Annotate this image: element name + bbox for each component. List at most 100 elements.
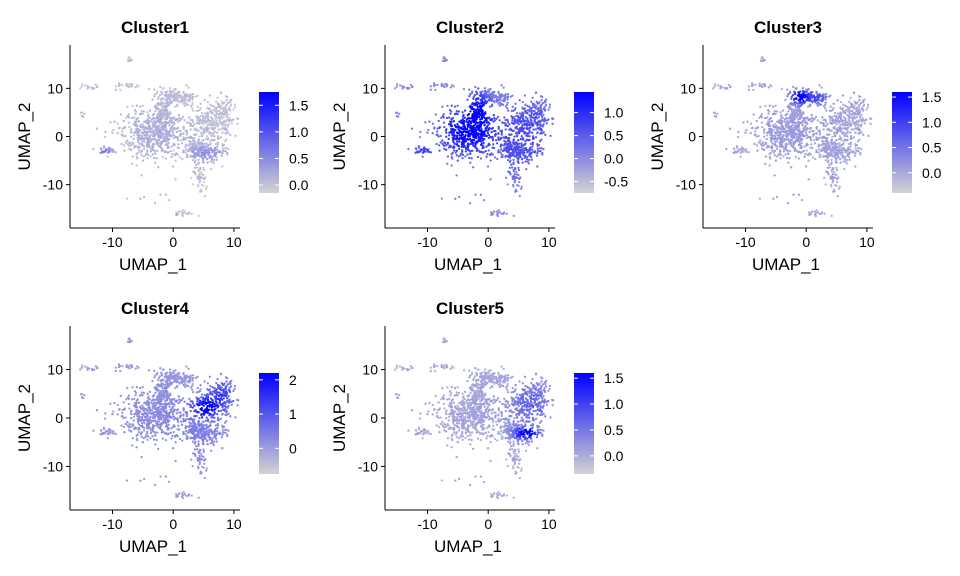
data-point <box>124 134 127 138</box>
data-point <box>454 151 457 154</box>
data-point <box>802 101 805 105</box>
data-point <box>222 120 225 123</box>
data-point <box>726 87 729 90</box>
data-point <box>92 147 95 151</box>
data-point <box>450 155 453 159</box>
data-point <box>452 149 456 152</box>
data-point <box>842 142 845 145</box>
data-point <box>515 173 519 176</box>
data-point <box>157 376 160 380</box>
data-point <box>795 149 798 152</box>
data-point <box>833 111 837 115</box>
data-point <box>158 112 162 115</box>
data-point <box>216 145 219 148</box>
data-point <box>832 147 835 150</box>
data-point <box>492 143 495 146</box>
data-point <box>538 147 542 150</box>
y-axis-label: UMAP_2 <box>15 102 34 170</box>
data-point <box>817 101 820 104</box>
data-point <box>844 112 847 115</box>
data-point <box>128 426 131 429</box>
data-point <box>494 133 497 136</box>
data-point <box>113 120 116 123</box>
data-point <box>801 130 804 133</box>
data-point <box>107 147 111 150</box>
data-point <box>128 364 131 367</box>
data-point <box>222 106 226 110</box>
data-point <box>200 189 203 193</box>
data-point <box>443 144 446 147</box>
data-point <box>846 158 849 162</box>
data-point <box>461 119 464 122</box>
data-point <box>183 119 186 122</box>
data-point <box>509 173 512 176</box>
data-point <box>156 119 160 123</box>
data-point <box>437 135 440 138</box>
data-point <box>497 212 500 215</box>
data-point <box>112 429 115 433</box>
data-point <box>196 166 199 169</box>
data-point <box>203 99 206 102</box>
data-point <box>197 121 200 125</box>
data-point <box>202 132 206 135</box>
data-point <box>197 147 200 150</box>
data-point <box>137 120 141 123</box>
data-point <box>202 120 205 123</box>
data-point <box>189 140 192 144</box>
data-point <box>543 105 546 109</box>
data-point <box>211 155 214 159</box>
data-point <box>128 85 131 89</box>
data-point <box>855 120 858 123</box>
data-point <box>138 142 141 145</box>
data-point <box>789 125 793 128</box>
data-point <box>86 85 89 88</box>
data-point <box>141 386 144 389</box>
data-point <box>458 134 462 137</box>
data-point <box>839 111 842 114</box>
data-point <box>195 114 198 118</box>
data-point <box>146 438 149 441</box>
data-point <box>211 109 215 112</box>
data-point <box>537 149 540 152</box>
data-point <box>762 59 765 62</box>
data-point <box>230 122 233 125</box>
data-point <box>809 139 813 142</box>
data-point <box>201 156 204 160</box>
data-point <box>460 134 463 137</box>
data-point <box>824 98 827 101</box>
data-point <box>224 106 228 109</box>
data-point <box>716 84 720 87</box>
data-point <box>432 82 436 85</box>
data-point <box>551 117 554 120</box>
data-point <box>522 149 526 152</box>
data-point <box>200 111 204 115</box>
data-point <box>449 86 452 89</box>
data-point <box>417 146 421 149</box>
data-point <box>768 164 771 167</box>
data-point <box>469 152 472 155</box>
data-point <box>506 107 509 110</box>
data-point <box>210 134 213 137</box>
data-point <box>134 112 137 115</box>
data-point <box>529 142 533 146</box>
data-point <box>847 148 850 152</box>
data-point <box>732 147 736 150</box>
data-point <box>483 90 487 93</box>
data-point <box>196 177 199 180</box>
data-point <box>486 165 490 168</box>
data-point <box>844 121 847 124</box>
data-point <box>847 146 850 149</box>
data-point <box>770 149 774 152</box>
data-point <box>157 166 160 169</box>
data-point <box>121 83 124 87</box>
data-point <box>88 86 91 89</box>
data-point <box>226 151 229 155</box>
data-point <box>832 126 835 130</box>
data-point <box>223 140 227 143</box>
data-point <box>217 104 220 108</box>
data-point <box>461 157 464 160</box>
data-point <box>136 130 140 134</box>
data-point <box>786 129 789 132</box>
data-point <box>830 158 833 162</box>
data-point <box>844 155 847 159</box>
